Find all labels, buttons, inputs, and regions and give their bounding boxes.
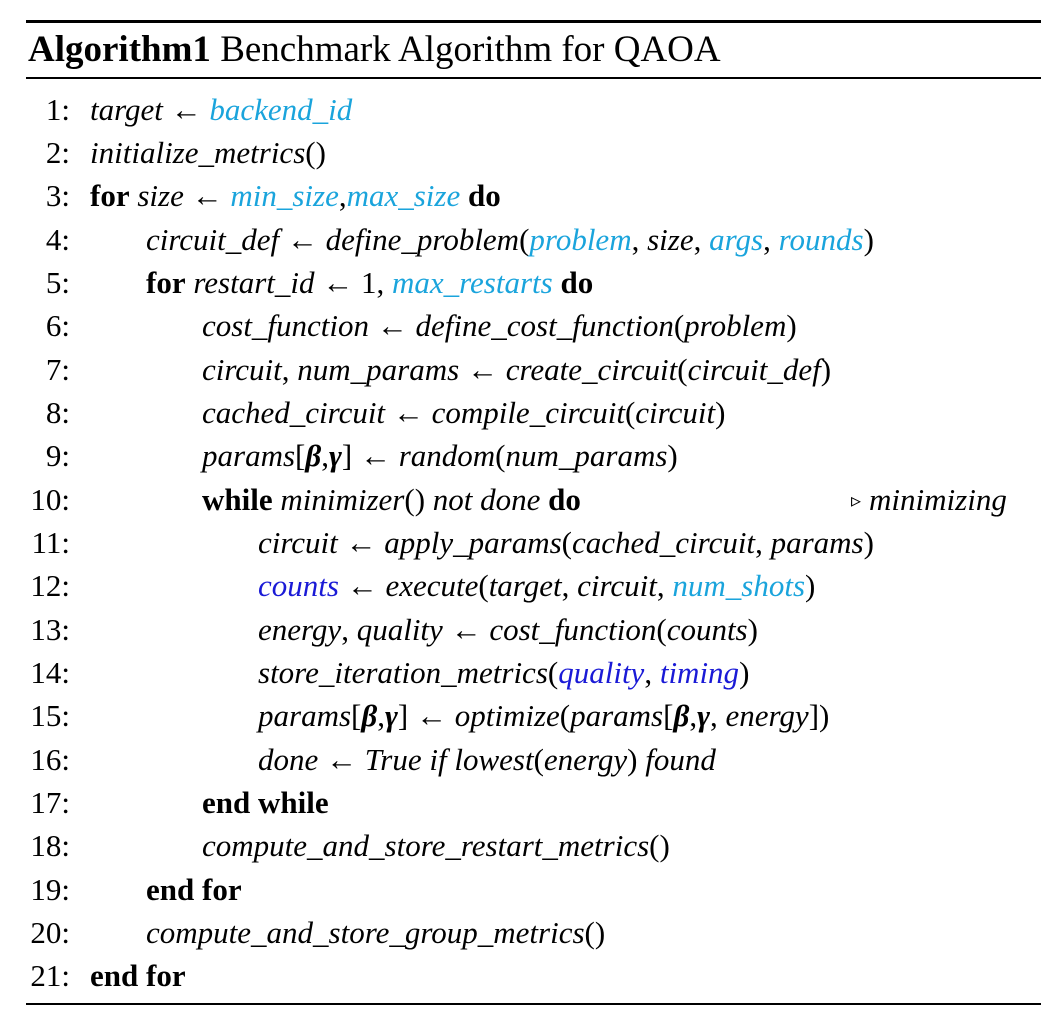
line-number: 20: — [30, 915, 70, 950]
algorithm-title: Algorithm1 Benchmark Algorithm for QAOA — [28, 27, 721, 73]
line-number: 5: — [45, 265, 70, 300]
line-code: compute_and_store_restart_metrics() — [202, 828, 670, 863]
line-number: 15: — [30, 698, 70, 733]
line-number: 9: — [45, 438, 70, 473]
algorithm-label: Algorithm1 — [28, 29, 211, 70]
line-number: 17: — [30, 785, 70, 820]
line-number: 16: — [30, 742, 70, 777]
top-rule — [26, 20, 1041, 23]
header-rule — [26, 77, 1041, 79]
line-number: 13: — [30, 612, 70, 647]
line-code: params[β,γ] ← optimize(params[β,γ, energ… — [258, 698, 830, 733]
line-number: 10: — [30, 482, 70, 517]
line-comment: ▹ minimizing — [851, 482, 1007, 517]
line-number: 12: — [30, 568, 70, 603]
line-code: circuit_def ← define_problem(problem, si… — [146, 222, 874, 257]
line-code: initialize_metrics() — [90, 135, 326, 170]
line-code: end while — [202, 785, 329, 820]
line-code: for size ← min_size,max_size do — [90, 178, 501, 213]
line-code: done ← True if lowest(energy) found — [258, 742, 716, 777]
line-number: 2: — [45, 135, 70, 170]
line-number: 18: — [30, 828, 70, 863]
line-code: circuit ← apply_params(cached_circuit, p… — [258, 525, 874, 560]
line-code: cost_function ← define_cost_function(pro… — [202, 308, 797, 343]
line-number: 14: — [30, 655, 70, 690]
line-number: 7: — [45, 352, 70, 387]
line-code: counts ← execute(target, circuit, num_sh… — [258, 568, 816, 603]
line-code: compute_and_store_group_metrics() — [146, 915, 606, 950]
line-number: 21: — [30, 958, 70, 993]
line-number: 4: — [45, 222, 70, 257]
line-code: params[β,γ] ← random(num_params) — [202, 438, 678, 473]
line-code: end for — [90, 958, 186, 993]
line-code: cached_circuit ← compile_circuit(circuit… — [202, 395, 726, 430]
comment-triangle-icon: ▹ — [851, 490, 862, 512]
line-code: target ← backend_id — [90, 92, 353, 127]
line-code: circuit, num_params ← create_circuit(cir… — [202, 352, 832, 387]
line-number: 6: — [45, 308, 70, 343]
line-code: end for — [146, 872, 242, 907]
input-param: backend_id — [209, 92, 353, 127]
line-number: 11: — [31, 525, 70, 560]
algorithm-caption: Benchmark Algorithm for QAOA — [220, 29, 721, 70]
line-code: while minimizer() not done do — [202, 482, 581, 517]
line-code: for restart_id ← 1, max_restarts do — [146, 265, 594, 300]
line-number: 19: — [30, 872, 70, 907]
line-number: 8: — [45, 395, 70, 430]
line-number: 3: — [45, 178, 70, 213]
line-number: 1: — [45, 92, 70, 127]
bottom-rule — [26, 1003, 1041, 1005]
line-code: energy, quality ← cost_function(counts) — [258, 612, 758, 647]
line-code: store_iteration_metrics(quality, timing) — [258, 655, 750, 690]
